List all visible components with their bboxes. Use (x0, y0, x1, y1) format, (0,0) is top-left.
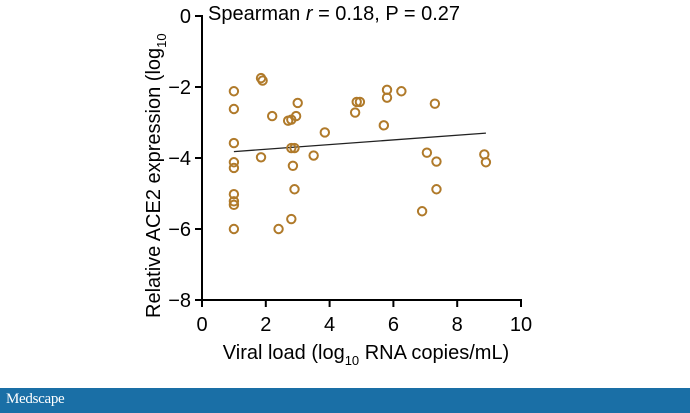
y-tick-label: −2 (168, 77, 191, 99)
y-axis-label: Relative ACE2 expression (log10 (143, 33, 169, 318)
data-point (289, 184, 300, 195)
x-tick-label: 10 (510, 314, 532, 336)
data-point (480, 157, 492, 168)
x-axis-ticks: 0 2 4 6 8 10 (196, 300, 532, 336)
data-point (416, 206, 428, 217)
chart-annotation: Spearman r = 0.18, P = 0.27 (208, 3, 460, 25)
data-point (228, 86, 240, 97)
data-point (354, 96, 366, 108)
data-point (349, 107, 361, 118)
scatter-chart: 0 2 4 6 8 10 0 −2 −4 −6 −8 Spearman r = 0.18, P =… (143, 3, 532, 368)
y-axis-ticks: 0 −2 −4 −6 −8 (168, 6, 202, 312)
x-tick-label: 6 (388, 314, 399, 336)
data-point (286, 142, 297, 154)
y-tick-label: −6 (168, 219, 191, 241)
data-point (429, 98, 441, 109)
data-point (287, 160, 299, 172)
data-point (228, 162, 240, 174)
data-point (396, 86, 407, 97)
footer-bar: Medscape (0, 388, 690, 413)
data-point (289, 142, 300, 154)
plot-marks (228, 72, 492, 235)
data-point (431, 156, 442, 167)
data-point (228, 199, 240, 211)
data-point (228, 189, 240, 200)
data-point (421, 147, 433, 158)
data-point (257, 75, 268, 86)
data-point (228, 196, 240, 207)
data-point (292, 97, 303, 109)
data-point (228, 157, 240, 168)
x-tick-label: 8 (452, 314, 463, 336)
x-axis-label: Viral load (log10 RNA copies/mL) (223, 342, 509, 368)
data-point (431, 184, 442, 195)
data-point (228, 103, 240, 115)
medscape-logo: Medscape (6, 391, 65, 407)
y-tick-label: −8 (168, 290, 191, 312)
data-point (319, 127, 331, 138)
x-tick-label: 0 (196, 314, 207, 336)
data-point (381, 92, 393, 103)
data-point (308, 150, 319, 161)
data-point (351, 96, 362, 108)
data-point (266, 110, 278, 122)
data-point (378, 120, 390, 131)
data-point (273, 223, 284, 235)
data-point (228, 223, 240, 235)
x-tick-label: 2 (260, 314, 271, 336)
y-tick-label: 0 (180, 6, 191, 28)
regression-line (233, 132, 486, 153)
x-tick-label: 4 (324, 314, 335, 336)
y-tick-label: −4 (168, 148, 191, 170)
data-point (286, 213, 297, 225)
data-point (228, 137, 240, 149)
data-point (290, 110, 302, 122)
data-point (255, 152, 267, 163)
